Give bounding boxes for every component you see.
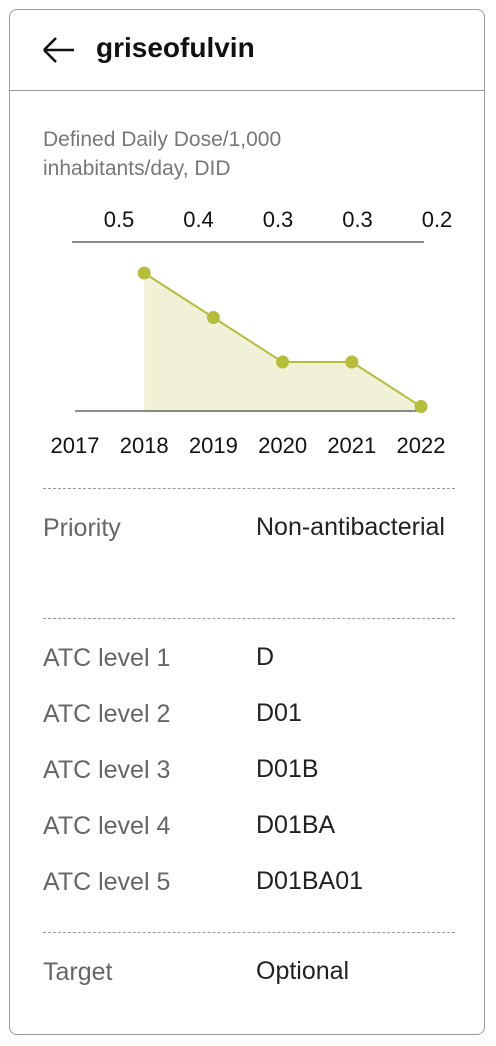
chart: 2017 2018 0.5 2019 0.4 2020 0.3 2021 0.3 2022 0.2 [51, 207, 453, 458]
value-label: 0.5 [104, 207, 135, 232]
row-label: ATC level 4 [43, 812, 171, 840]
x-tick-label: 2021 [327, 433, 376, 458]
row-label: Priority [43, 514, 121, 542]
point [276, 355, 290, 369]
value-label: 0.3 [342, 207, 373, 232]
divider [43, 618, 455, 619]
detail-card: griseofulvin Defined Daily Dose/1,000 in… [9, 9, 485, 1035]
divider [43, 488, 455, 489]
x-tick-label: 2019 [189, 433, 238, 458]
row-value: Non-antibacterial [256, 513, 445, 541]
point [137, 266, 151, 280]
value-label: 0.2 [422, 207, 453, 232]
point [345, 355, 359, 369]
row-value: D01B [256, 755, 319, 783]
point [414, 400, 428, 414]
row-value: D [256, 643, 275, 671]
title: griseofulvin [96, 32, 255, 63]
x-tick-label: 2022 [397, 433, 446, 458]
x-tick-label: 2018 [120, 433, 169, 458]
row-label: ATC level 2 [43, 700, 171, 728]
row-value: Optional [256, 957, 350, 985]
chart-title: Defined Daily Dose/1,000 inhabitants/day… [43, 128, 282, 180]
row-value: D01BA [256, 811, 336, 839]
row-label: ATC level 1 [43, 644, 171, 672]
value-label: 0.3 [263, 207, 294, 232]
x-tick-label: 2020 [258, 433, 307, 458]
divider [43, 932, 455, 933]
row-label: ATC level 3 [43, 756, 171, 784]
row-label: ATC level 5 [43, 868, 171, 896]
row-value: D01BA01 [256, 867, 364, 895]
area [144, 273, 421, 411]
x-tick-label: 2017 [51, 433, 100, 458]
row-value: D01 [256, 699, 302, 727]
row-label: Target [43, 958, 113, 986]
value-label: 0.4 [183, 207, 214, 232]
point [206, 311, 220, 325]
back-button[interactable] [38, 30, 78, 70]
header: griseofulvin [10, 10, 484, 91]
